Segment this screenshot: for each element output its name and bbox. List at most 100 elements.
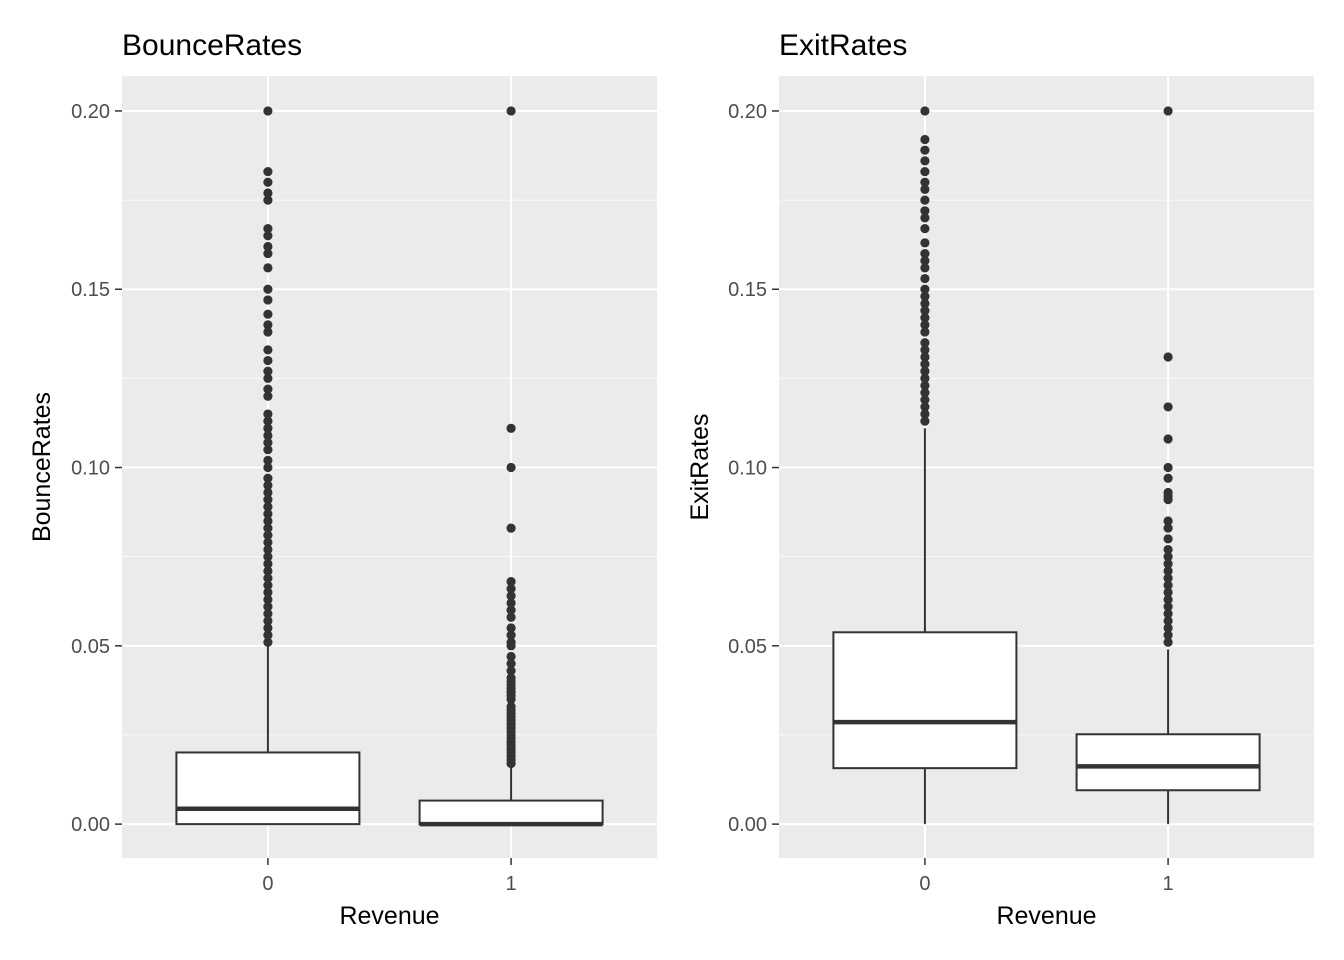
outlier-point xyxy=(920,313,930,323)
outlier-point xyxy=(263,106,273,116)
x-tick-label: 1 xyxy=(506,873,517,895)
outlier-point xyxy=(1163,609,1173,619)
outlier-point xyxy=(506,641,516,651)
outlier-point xyxy=(1163,637,1173,647)
outlier-point xyxy=(920,224,930,234)
outlier-point xyxy=(920,306,930,316)
outlier-point xyxy=(920,416,930,426)
outlier-point xyxy=(920,166,930,177)
outlier-point xyxy=(920,145,930,155)
outlier-point xyxy=(263,616,273,626)
outlier-point xyxy=(263,623,273,633)
box-body xyxy=(832,631,1018,770)
box-1 xyxy=(418,106,604,827)
outlier-point xyxy=(1163,559,1173,569)
outlier-point xyxy=(263,327,273,337)
outlier-point xyxy=(263,495,273,505)
outlier-point xyxy=(263,284,273,294)
outlier-point xyxy=(920,409,930,419)
outlier-point xyxy=(920,238,930,248)
y-tick-label: 0.20 xyxy=(71,101,110,123)
outlier-point xyxy=(1163,473,1173,483)
outlier-point xyxy=(506,462,516,473)
outlier-point xyxy=(920,327,930,337)
outlier-point xyxy=(263,263,273,273)
outlier-point xyxy=(263,544,273,555)
panel-exit-rates: 0.00 0.05 0.10 0.15 0.20 0 1 Revenue ExitRates Ex… xyxy=(686,29,1314,930)
outlier-point xyxy=(263,537,273,548)
outlier-point xyxy=(506,612,516,622)
outlier-point xyxy=(506,584,516,594)
box-0 xyxy=(832,106,1018,825)
outlier-point xyxy=(263,430,273,441)
outlier-point xyxy=(263,248,273,259)
outlier-point xyxy=(263,409,273,419)
outlier-point xyxy=(1163,587,1173,597)
outlier-point xyxy=(920,352,930,362)
outlier-point xyxy=(506,758,516,769)
outlier-point xyxy=(263,630,273,640)
outlier-point xyxy=(506,523,516,533)
outlier-point xyxy=(920,248,930,259)
outlier-point xyxy=(263,480,273,490)
outlier-point xyxy=(263,523,273,533)
outlier-point xyxy=(263,384,273,394)
outlier-point xyxy=(506,106,516,116)
outlier-point xyxy=(506,666,516,676)
y-tick-label: 0.10 xyxy=(728,458,767,480)
outlier-point xyxy=(263,455,273,466)
outlier-point xyxy=(1163,602,1173,612)
y-tick-label: 0.05 xyxy=(728,636,767,658)
x-tick-label: 1 xyxy=(1163,873,1174,895)
outlier-point xyxy=(1163,573,1173,583)
y-tick-label: 0.10 xyxy=(71,458,110,480)
chart-title: BounceRates xyxy=(122,29,302,62)
outlier-point xyxy=(920,256,930,266)
x-tick-label: 0 xyxy=(919,873,930,895)
outlier-point xyxy=(506,423,516,433)
outlier-point xyxy=(506,591,516,601)
outlier-point xyxy=(263,559,273,569)
outlier-point xyxy=(920,195,930,205)
outlier-point xyxy=(263,416,273,426)
outlier-point xyxy=(920,213,930,223)
y-axis-title: BounceRates xyxy=(28,392,56,542)
y-tick-label: 0.15 xyxy=(728,279,767,301)
outlier-point xyxy=(263,566,273,576)
y-tick-label: 0.00 xyxy=(728,814,767,836)
outlier-point xyxy=(1163,352,1173,362)
outlier-point xyxy=(263,366,273,376)
outlier-point xyxy=(263,437,273,448)
outlier-point xyxy=(506,605,516,615)
outlier-point xyxy=(1163,534,1173,544)
x-axis-title: Revenue xyxy=(996,902,1096,930)
y-axis-title: ExitRates xyxy=(686,414,714,521)
outlier-point xyxy=(1163,566,1173,576)
outlier-point xyxy=(263,391,273,401)
outlier-point xyxy=(263,195,273,205)
outlier-point xyxy=(920,388,930,398)
outlier-point xyxy=(263,355,273,366)
outlier-point xyxy=(920,177,930,187)
outlier-point xyxy=(263,345,273,355)
outlier-point xyxy=(1163,495,1173,505)
outlier-point xyxy=(263,587,273,597)
outlier-point xyxy=(1163,623,1173,633)
outlier-point xyxy=(506,598,516,608)
outlier-point xyxy=(263,609,273,619)
outlier-point xyxy=(920,273,930,284)
outlier-point xyxy=(506,694,516,704)
outlier-point xyxy=(920,366,930,376)
x-tick-label: 0 xyxy=(262,873,273,895)
outlier-point xyxy=(920,291,930,301)
outlier-point xyxy=(920,373,930,383)
outlier-point xyxy=(263,462,273,473)
outlier-point xyxy=(263,373,273,383)
outlier-point xyxy=(263,580,273,590)
outlier-point xyxy=(920,395,930,405)
outlier-point xyxy=(920,338,930,348)
chart-title: ExitRates xyxy=(779,29,907,62)
outlier-point xyxy=(263,224,273,234)
outlier-point xyxy=(1163,106,1173,116)
